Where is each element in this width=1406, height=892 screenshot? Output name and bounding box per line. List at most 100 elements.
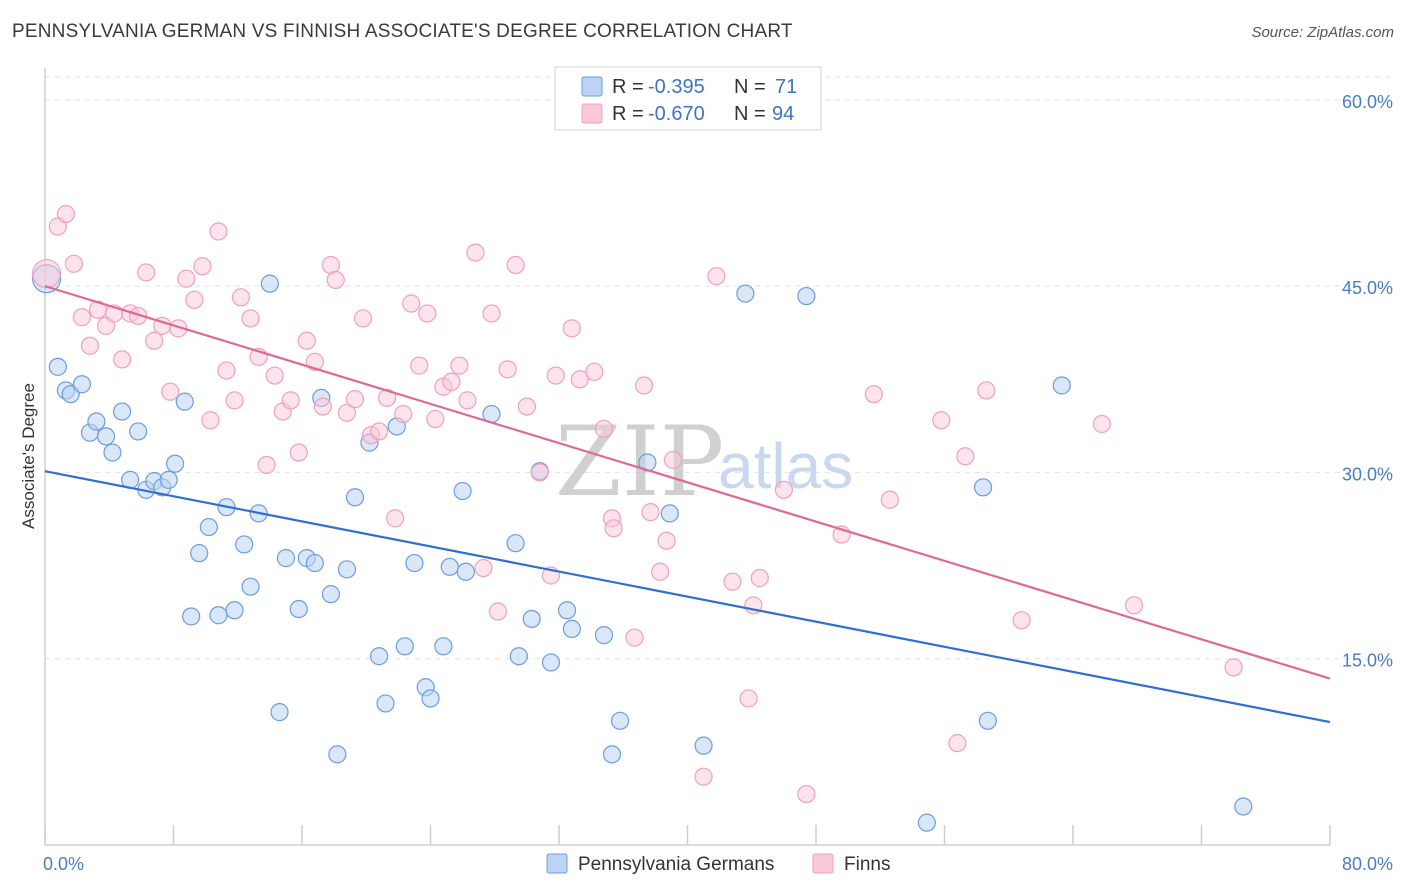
point-finns — [723, 572, 742, 591]
bottom-legend-swatch-blue — [546, 853, 568, 874]
point-pennsylvania-germans — [557, 601, 577, 620]
point-pennsylvania-germans — [321, 585, 341, 604]
point-pennsylvania-germans — [376, 694, 395, 713]
point-finns — [474, 558, 493, 578]
point-pennsylvania-germans — [440, 557, 459, 576]
point-pennsylvania-germans — [345, 488, 365, 507]
point-finns — [257, 455, 276, 475]
point-finns — [337, 403, 357, 422]
point-finns — [641, 503, 660, 522]
point-finns — [370, 422, 389, 441]
point-pennsylvania-germans — [694, 736, 713, 755]
point-pennsylvania-germans — [405, 553, 424, 573]
point-finns — [281, 391, 300, 410]
point-finns — [956, 447, 975, 466]
point-finns — [32, 259, 62, 289]
point-finns — [442, 372, 461, 391]
legend-n-value-2: 94 — [772, 103, 794, 125]
point-pennsylvania-germans — [1234, 797, 1253, 816]
point-pennsylvania-germans — [225, 601, 244, 620]
point-finns — [1012, 611, 1031, 630]
point-finns — [201, 411, 220, 430]
point-pennsylvania-germans — [509, 647, 528, 666]
point-finns — [657, 531, 676, 550]
point-pennsylvania-germans — [96, 427, 116, 446]
point-pennsylvania-germans — [456, 562, 475, 581]
point-finns — [546, 366, 565, 385]
point-finns — [326, 270, 345, 290]
legend-r-label-1: R = — [612, 76, 644, 98]
point-pennsylvania-germans — [602, 745, 622, 764]
point-finns — [562, 319, 581, 338]
x-tick-label-min: 0.0% — [43, 854, 84, 874]
point-finns — [864, 385, 883, 404]
point-finns — [426, 409, 445, 429]
legend-n-label-2: N = — [734, 103, 766, 125]
series-finns — [32, 204, 1243, 804]
point-finns — [345, 390, 365, 409]
point-finns — [161, 382, 180, 401]
point-finns — [129, 306, 148, 326]
trend-line-finns — [44, 285, 1331, 680]
point-finns — [797, 784, 816, 804]
point-pennsylvania-germans — [337, 560, 357, 579]
x-tick-labels: 0.0% 80.0% — [43, 854, 1393, 874]
point-pennsylvania-germans — [209, 606, 228, 625]
point-finns — [410, 356, 429, 375]
point-finns — [774, 480, 793, 499]
point-finns — [353, 309, 373, 328]
y-tick-labels: 15.0% 30.0% 45.0% 60.0% — [1342, 92, 1393, 671]
point-pennsylvania-germans — [175, 392, 194, 411]
point-finns — [177, 269, 196, 288]
point-finns — [1124, 596, 1144, 615]
point-finns — [145, 331, 164, 350]
point-finns — [880, 490, 899, 509]
point-pennsylvania-germans — [421, 689, 440, 708]
grid-lines — [45, 76, 1395, 660]
point-pennsylvania-germans — [87, 412, 106, 431]
point-finns — [217, 361, 236, 380]
point-finns — [231, 288, 251, 307]
point-finns — [506, 255, 525, 275]
bottom-legend-label-pink: Finns — [844, 854, 890, 875]
point-pennsylvania-germans — [260, 274, 279, 293]
point-finns — [570, 370, 589, 389]
point-finns — [450, 356, 469, 375]
point-finns — [694, 767, 713, 786]
point-finns — [289, 443, 308, 462]
point-pennsylvania-germans — [112, 402, 132, 421]
point-finns — [977, 381, 996, 400]
point-pennsylvania-germans — [973, 478, 993, 497]
point-pennsylvania-germans — [610, 711, 630, 730]
point-finns — [585, 362, 604, 381]
point-pennsylvania-germans — [241, 577, 260, 596]
point-pennsylvania-germans — [594, 626, 614, 645]
point-finns — [635, 376, 654, 395]
point-finns — [739, 689, 758, 708]
point-pennsylvania-germans — [978, 711, 997, 730]
point-finns — [517, 397, 536, 416]
point-finns — [418, 304, 437, 323]
point-finns — [80, 336, 100, 355]
point-finns — [466, 243, 485, 262]
point-finns — [482, 304, 501, 323]
point-finns — [112, 350, 132, 369]
point-pennsylvania-germans — [434, 637, 453, 656]
point-pennsylvania-germans — [660, 504, 679, 523]
point-finns — [209, 222, 228, 241]
point-finns — [378, 388, 397, 408]
y-axis-label: Associate's Degree — [19, 383, 38, 529]
point-pennsylvania-germans — [289, 599, 308, 619]
bottom-legend-swatch-pink — [812, 853, 834, 874]
point-pennsylvania-germans — [182, 607, 201, 626]
bottom-legend-label-blue: Pennsylvania Germans — [578, 854, 774, 875]
point-pennsylvania-germans — [129, 422, 148, 441]
legend-top: R = -0.395 N = 71 R = -0.670 N = 94 — [554, 66, 822, 131]
trend-lines — [44, 285, 1331, 724]
point-finns — [948, 734, 967, 753]
point-pennsylvania-germans — [797, 286, 816, 306]
point-finns — [185, 290, 204, 309]
point-pennsylvania-germans — [270, 703, 289, 722]
point-finns — [488, 602, 508, 621]
